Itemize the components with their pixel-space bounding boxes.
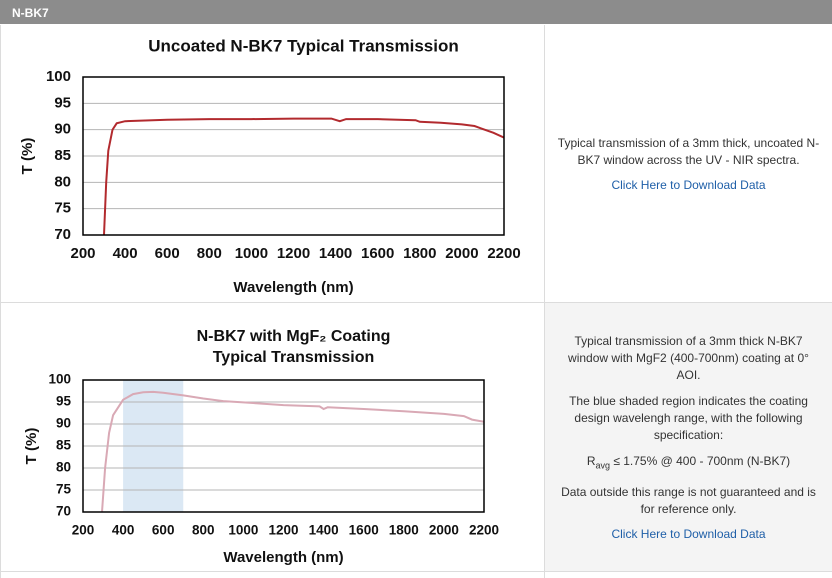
x-tick-label: 1800 <box>403 245 436 262</box>
y-axis-label: T (%) <box>23 428 40 465</box>
x-tick-label: 1200 <box>268 523 298 538</box>
y-tick-label: 95 <box>54 94 71 111</box>
x-tick-label: 400 <box>112 523 135 538</box>
x-tick-label: 1200 <box>277 245 310 262</box>
y-tick-label: 70 <box>54 226 71 243</box>
x-tick-label: 400 <box>113 245 138 262</box>
data-line <box>101 390 484 512</box>
data-line <box>103 117 504 235</box>
spec-symbol: R <box>586 454 596 469</box>
y-tick-label: 90 <box>54 121 71 138</box>
x-tick-label: 2200 <box>469 523 499 538</box>
y-tick-label: 85 <box>54 147 71 164</box>
description: Data outside this range is not guarantee… <box>561 484 816 516</box>
x-tick-label: 1600 <box>349 523 379 538</box>
x-tick-label: 1400 <box>309 523 339 538</box>
chart-cell <box>0 25 545 303</box>
download-link[interactable]: Click Here to Download Data <box>611 526 766 541</box>
x-tick-label: 600 <box>152 523 175 538</box>
y-tick-label: 80 <box>56 460 71 475</box>
y-tick-label: 100 <box>46 68 71 85</box>
x-tick-label: 800 <box>192 523 215 538</box>
description: The blue shaded region indicates the coa… <box>569 394 808 443</box>
x-tick-label: 2000 <box>445 245 478 262</box>
description: Typical transmission of a 3mm thick N-BK… <box>568 334 809 383</box>
x-tick-label: 1000 <box>228 523 258 538</box>
x-tick-label: 800 <box>197 245 222 262</box>
spec-text: ≤ 1.75% @ 400 - 700nm (N-BK7) <box>610 454 791 469</box>
x-tick-label: 1600 <box>361 245 394 262</box>
y-tick-label: 80 <box>54 173 71 190</box>
chart-title: N-BK7 with MgF₂ Coating <box>197 328 391 345</box>
spec-subscript: avg <box>595 460 610 471</box>
y-tick-label: 90 <box>56 416 71 431</box>
y-axis-label: T (%) <box>19 138 36 175</box>
x-tick-label: 1400 <box>319 245 352 262</box>
x-tick-label: 200 <box>70 245 95 262</box>
description-cell: Typical transmission of a 3mm thick, unc… <box>545 25 832 303</box>
download-link[interactable]: Click Here to Download Data <box>611 178 766 192</box>
y-tick-label: 75 <box>56 482 72 497</box>
x-tick-label: 1000 <box>235 245 268 262</box>
x-tick-label: 600 <box>155 245 180 262</box>
x-tick-label: 2000 <box>429 523 459 538</box>
chart-cell <box>0 572 545 578</box>
y-tick-label: 100 <box>48 372 71 387</box>
specification: Ravg ≤ 1.75% @ 400 - 700nm (N-BK7) <box>587 453 790 474</box>
chart-cell <box>0 303 545 572</box>
y-tick-label: 75 <box>54 200 71 217</box>
description-cell <box>545 572 832 578</box>
x-tick-label: 2200 <box>487 245 520 262</box>
x-tick-label: 1800 <box>389 523 419 538</box>
y-tick-label: 95 <box>56 394 72 409</box>
x-axis-label: Wavelength (nm) <box>223 549 343 566</box>
description-cell: Typical transmission of a 3mm thick N-BK… <box>545 303 832 572</box>
description: Typical transmission of a 3mm thick, unc… <box>557 136 820 167</box>
chart-title: Uncoated N-BK7 Typical Transmission <box>148 36 458 55</box>
y-tick-label: 85 <box>56 438 72 453</box>
plot-frame <box>82 76 505 236</box>
x-axis-label: Wavelength (nm) <box>233 279 353 296</box>
chart-title: Typical Transmission <box>213 349 375 366</box>
section-header: N-BK7 <box>0 0 832 24</box>
charts: Uncoated N-BK7 Typical Transmission Wavel… <box>19 36 521 566</box>
y-tick-label: 70 <box>56 504 71 519</box>
x-tick-label: 200 <box>72 523 95 538</box>
plot-frame <box>82 379 485 513</box>
